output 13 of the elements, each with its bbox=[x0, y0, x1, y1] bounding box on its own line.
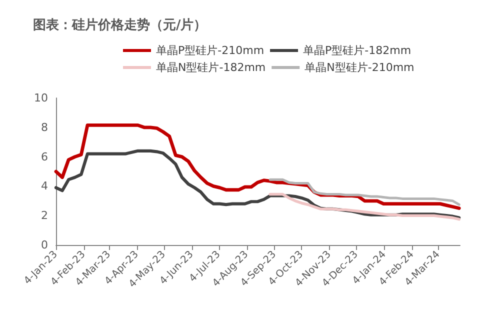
line-series bbox=[268, 192, 460, 221]
legend-label: 单晶N型硅片-182mm bbox=[156, 61, 266, 74]
line-series bbox=[268, 178, 460, 206]
y-tick-label: 0 bbox=[41, 238, 48, 252]
y-tick-label: 4 bbox=[41, 180, 48, 193]
y-tick-label: 10 bbox=[34, 92, 48, 104]
legend-label: 单晶P型硅片-210mm bbox=[156, 44, 264, 57]
y-tick-label: 6 bbox=[41, 150, 48, 164]
chart-title: 图表：硅片价格走势（元/片） bbox=[33, 17, 207, 33]
y-tick-label: 8 bbox=[41, 120, 48, 134]
legend-label: 单晶P型硅片-182mm bbox=[303, 44, 412, 57]
legend-label: 单晶N型硅片-210mm bbox=[304, 61, 414, 74]
y-tick-label: 2 bbox=[41, 209, 48, 222]
